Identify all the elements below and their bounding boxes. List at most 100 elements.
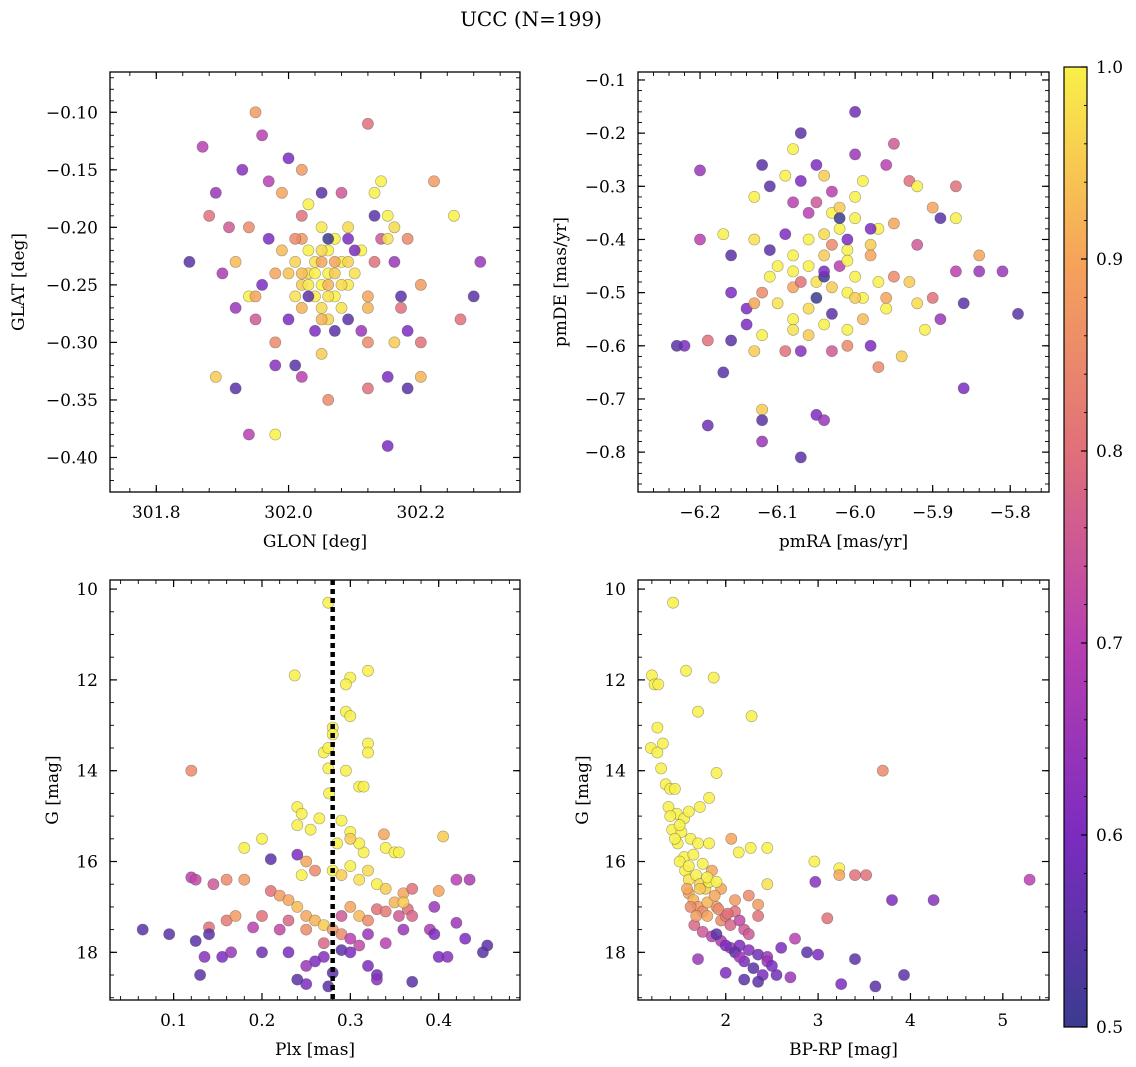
scatter-point: [328, 324, 341, 337]
y-tick-label: 12: [604, 671, 626, 691]
scatter-point: [342, 232, 354, 245]
x-tick-label: 3: [813, 1011, 824, 1031]
scatter-point: [295, 301, 308, 314]
y-tick-label: −0.6: [585, 337, 626, 357]
scatter-point: [763, 244, 776, 256]
scatter-point: [669, 783, 681, 795]
scatter-point: [392, 910, 405, 922]
scatter-point: [833, 201, 846, 214]
scatter-point: [818, 249, 830, 262]
scatter-point: [740, 318, 753, 331]
y-tick-label: 16: [76, 853, 98, 873]
scatter-point: [826, 307, 838, 320]
scatter-point: [763, 270, 776, 283]
scatter-point: [787, 143, 799, 155]
scatter-point: [694, 801, 706, 813]
scatter-point: [379, 882, 392, 895]
y-tick-label: −0.25: [46, 276, 98, 296]
scatter-point: [725, 334, 737, 347]
scatter-point: [745, 710, 758, 723]
scatter-point: [249, 290, 262, 303]
scatter-point: [467, 290, 480, 303]
scatter-point: [295, 267, 308, 280]
scatter-point: [667, 596, 679, 609]
scatter-point: [725, 832, 738, 845]
scatter-point: [328, 255, 341, 268]
scatter-point: [256, 832, 268, 845]
figure-title: UCC (N=199): [460, 7, 602, 31]
scatter-point: [801, 946, 813, 959]
scatter-point: [898, 969, 910, 981]
scatter-point: [289, 290, 302, 303]
scatter-point: [361, 336, 374, 349]
scatter-point: [388, 336, 401, 349]
scatter-point: [428, 901, 441, 913]
scatter-point: [849, 291, 861, 304]
scatter-point: [692, 705, 704, 718]
scatter-point: [229, 301, 242, 314]
scatter-point: [690, 910, 703, 922]
scatter-point: [696, 857, 709, 870]
scatter-point: [761, 878, 774, 891]
scatter-point: [401, 324, 414, 337]
y-tick-label: 18: [76, 943, 98, 963]
scatter-point: [888, 217, 900, 230]
scatter-point: [300, 978, 313, 990]
y-tick-label: −0.7: [585, 390, 626, 410]
scatter-point: [368, 209, 381, 222]
scatter-point: [370, 973, 383, 986]
colorbar: 0.5 0.6 0.7 0.8 0.9 1.0: [1063, 58, 1123, 1038]
scatter-point: [950, 180, 962, 193]
scatter-point: [849, 106, 861, 118]
scatter-point: [207, 878, 220, 891]
panel-glon-glat: 301.8 302.0 302.2 −0.40 −0.35 −0.30 −0.25 −0.20…: [9, 71, 521, 552]
scatter-point: [223, 221, 235, 234]
scatter-point: [203, 928, 215, 941]
scatter-point: [401, 232, 414, 245]
scatter-point: [339, 678, 352, 691]
scatter-point: [447, 209, 460, 222]
y-tick-label: −0.1: [585, 71, 626, 91]
scatter-point: [849, 869, 861, 881]
scatter-point: [833, 212, 846, 225]
scatter-point: [857, 175, 869, 187]
scatter-point: [880, 291, 893, 304]
scatter-point: [748, 345, 761, 357]
scatter-point: [315, 313, 328, 326]
scatter-point: [463, 873, 476, 886]
scatter-point: [756, 435, 768, 448]
x-axis-label: GLON [deg]: [263, 532, 367, 552]
scatter-point: [756, 414, 768, 427]
scatter-point: [710, 928, 723, 941]
scatter-point: [742, 889, 755, 902]
scatter-point: [322, 290, 335, 303]
scatter-point: [973, 265, 986, 278]
scatter-point: [857, 313, 869, 326]
scatter-point: [368, 255, 381, 268]
scatter-point: [771, 260, 784, 272]
scatter-point: [732, 846, 745, 859]
scatter-point: [701, 871, 714, 884]
scatter-point: [454, 313, 467, 326]
x-tick-label: 2: [720, 1011, 731, 1031]
scatter-point: [353, 837, 366, 850]
scatter-point: [733, 951, 746, 963]
scatter-point: [664, 810, 677, 822]
panel-bprp-g: 2 3 4 5 10 12 14 16 18 BP-RP [mag] G [mag]: [573, 579, 1050, 1060]
scatter-point: [379, 905, 392, 918]
scatter-point: [264, 885, 277, 897]
scatter-point: [357, 780, 370, 793]
scatter-point: [779, 345, 792, 357]
scatter-point: [288, 669, 301, 682]
scatter-point: [322, 232, 335, 245]
scatter-point: [802, 260, 815, 272]
scatter-point: [701, 419, 714, 432]
scatter-point: [377, 828, 390, 841]
scatter-point: [309, 267, 321, 280]
scatter-point: [712, 903, 725, 916]
scatter-point: [725, 249, 737, 262]
scatter-point: [381, 370, 394, 383]
scatter-point: [911, 238, 924, 251]
scatter-point: [787, 323, 799, 336]
scatter-point: [264, 853, 277, 866]
